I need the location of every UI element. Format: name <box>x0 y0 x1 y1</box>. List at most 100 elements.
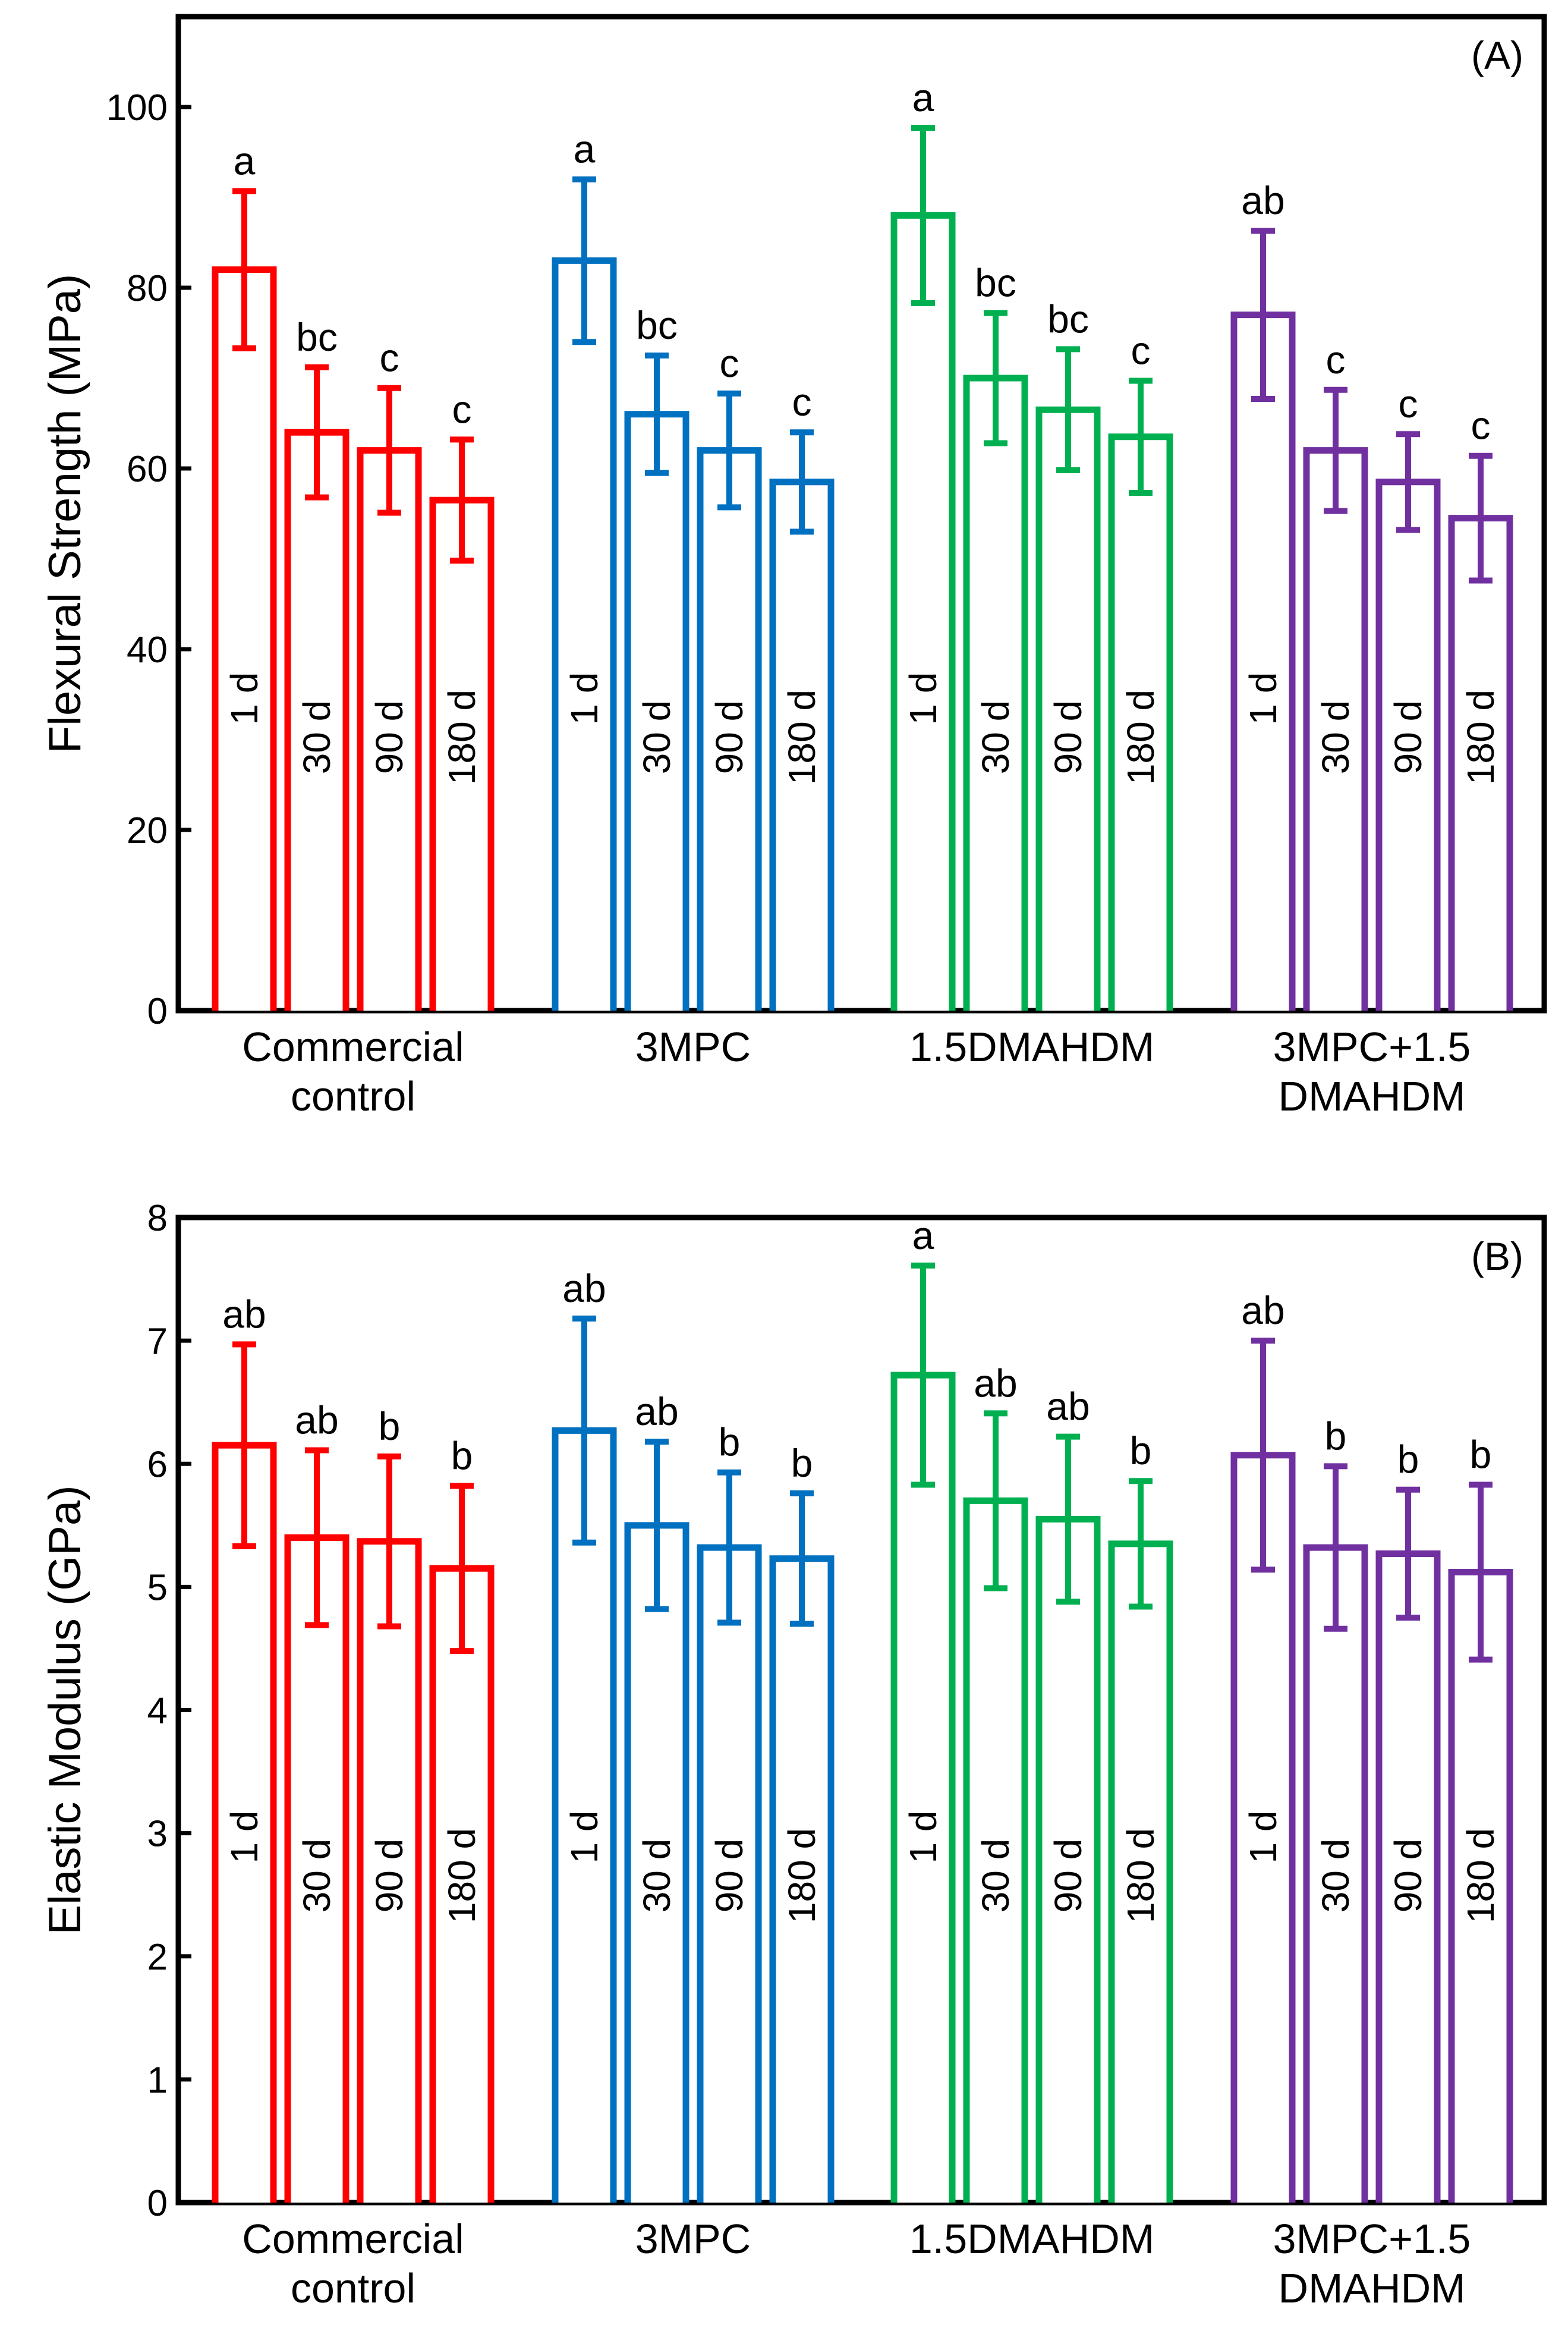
group-label: Commercial <box>242 1024 464 1070</box>
day-label: 180 d <box>1119 690 1162 785</box>
significance-label: c <box>452 387 472 431</box>
day-label: 180 d <box>1459 690 1502 785</box>
day-label: 180 d <box>780 1828 823 1923</box>
group-label: DMAHDM <box>1279 2265 1466 2311</box>
significance-label: bc <box>296 315 338 359</box>
bar <box>552 257 617 1011</box>
significance-label: c <box>1326 338 1346 382</box>
day-label: 1 d <box>902 672 944 725</box>
significance-label: bc <box>975 261 1016 305</box>
significance-label: b <box>1130 1429 1152 1473</box>
y-tick-label: 80 <box>127 268 168 309</box>
day-label: 90 d <box>368 700 411 775</box>
significance-label: b <box>379 1404 401 1448</box>
group-label: Commercial <box>242 2216 464 2262</box>
day-label: 30 d <box>1314 1839 1357 1913</box>
bar <box>212 266 277 1011</box>
group-label: 3MPC <box>635 1024 751 1070</box>
day-label: 90 d <box>708 1839 751 1913</box>
day-label: 30 d <box>635 1839 678 1913</box>
significance-label: a <box>574 127 596 171</box>
y-tick-label: 7 <box>147 1321 168 1362</box>
group-label: 1.5DMAHDM <box>909 2216 1154 2262</box>
y-tick-label: 2 <box>147 1937 168 1978</box>
significance-label: c <box>1131 329 1151 373</box>
y-tick-label: 60 <box>127 449 168 490</box>
y-axis-title: Elastic Modulus (GPa) <box>40 1485 90 1934</box>
bar <box>1230 312 1296 1011</box>
significance-label: c <box>720 341 739 385</box>
y-tick-label: 6 <box>147 1444 168 1485</box>
day-label: 180 d <box>1459 1828 1502 1923</box>
bar <box>890 1371 956 2203</box>
group-label: 3MPC+1.5 <box>1273 2216 1471 2262</box>
significance-label: b <box>1325 1414 1347 1458</box>
day-label: 30 d <box>974 1839 1017 1913</box>
group-label: 3MPC <box>635 2216 751 2262</box>
significance-label: a <box>912 76 934 119</box>
y-tick-label: 100 <box>106 87 168 128</box>
bar <box>890 212 956 1011</box>
day-label: 90 d <box>708 700 751 775</box>
significance-label: c <box>1471 404 1491 448</box>
y-tick-label: 3 <box>147 1814 168 1855</box>
day-label: 1 d <box>1242 1811 1284 1864</box>
significance-label: b <box>791 1441 813 1485</box>
y-tick-label: 1 <box>147 2060 168 2101</box>
day-label: 1 d <box>563 1811 606 1864</box>
significance-label: ab <box>974 1361 1017 1405</box>
day-label: 1 d <box>1242 672 1284 725</box>
day-label: 30 d <box>295 700 338 775</box>
y-tick-label: 5 <box>147 1567 168 1608</box>
panel-a-flexural-strength: 0 20 40 60 80 100 Flexural Strength (MPa) (A) a 1… <box>40 14 1547 1119</box>
significance-label: ab <box>1046 1385 1090 1429</box>
significance-label: b <box>719 1420 741 1464</box>
significance-label: ab <box>222 1292 266 1336</box>
significance-label: b <box>1397 1437 1419 1481</box>
day-label: 1 d <box>223 672 266 725</box>
day-label: 30 d <box>974 700 1017 775</box>
y-tick-label: 0 <box>147 991 168 1032</box>
day-label: 30 d <box>295 1839 338 1913</box>
significance-label: b <box>1470 1432 1492 1476</box>
panel-b-elastic-modulus: 0 1 2 3 4 5 6 7 8 Elastic Modulus (GPa) (B) ab 1 d ab… <box>40 1198 1547 2311</box>
group-label: control <box>291 1073 415 1119</box>
panel-label: (B) <box>1471 1234 1523 1278</box>
significance-label: ab <box>1241 178 1284 222</box>
group-label: 3MPC+1.5 <box>1273 1024 1471 1070</box>
significance-label: ab <box>635 1389 678 1433</box>
y-tick-label: 4 <box>147 1691 168 1732</box>
day-label: 180 d <box>1119 1828 1162 1923</box>
group-label: DMAHDM <box>1279 1073 1466 1119</box>
day-label: 90 d <box>1047 700 1090 775</box>
plot-frame <box>175 14 1547 1014</box>
significance-label: ab <box>295 1398 338 1442</box>
group-label: control <box>291 2265 415 2311</box>
significance-label: bc <box>636 303 678 347</box>
y-tick-label: 20 <box>127 810 168 851</box>
day-label: 180 d <box>440 690 483 785</box>
day-label: 90 d <box>1047 1839 1090 1913</box>
day-label: 1 d <box>223 1811 266 1864</box>
group-label: 1.5DMAHDM <box>909 1024 1154 1070</box>
day-label: 30 d <box>635 700 678 775</box>
y-axis-title: Flexural Strength (MPa) <box>40 274 90 754</box>
significance-label: b <box>451 1434 473 1478</box>
y-tick-label: 8 <box>147 1198 168 1239</box>
significance-label: c <box>792 380 812 424</box>
significance-label: a <box>234 139 256 183</box>
y-tick-label: 0 <box>147 2183 168 2224</box>
bar <box>963 375 1028 1011</box>
day-label: 90 d <box>1387 1839 1430 1913</box>
day-label: 90 d <box>1387 700 1430 775</box>
significance-label: ab <box>562 1266 606 1310</box>
day-label: 1 d <box>563 672 606 725</box>
y-tick-label: 40 <box>127 630 168 671</box>
significance-label: ab <box>1241 1288 1284 1332</box>
day-label: 30 d <box>1314 700 1357 775</box>
day-label: 90 d <box>368 1839 411 1913</box>
significance-label: c <box>380 336 399 380</box>
day-label: 1 d <box>902 1811 944 1864</box>
significance-label: bc <box>1047 297 1089 341</box>
